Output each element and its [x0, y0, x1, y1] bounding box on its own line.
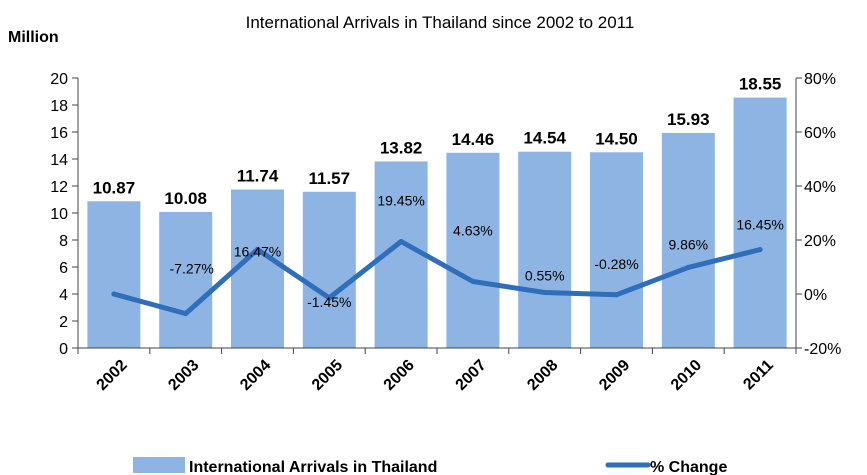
bar-value-label: 15.93: [667, 110, 710, 129]
x-tick-label: 2010: [668, 357, 705, 394]
line-point-2003: [183, 311, 189, 317]
bar-value-label: 10.87: [93, 178, 136, 197]
line-point-2006: [398, 238, 404, 244]
line-value-label: 19.45%: [377, 192, 424, 208]
bar-value-label: 11.74: [237, 167, 279, 186]
bar-2009: [590, 152, 643, 348]
x-tick-label: 2011: [740, 357, 777, 394]
left-tick-label: 16: [50, 125, 68, 142]
left-tick-label: 20: [50, 71, 68, 88]
bar-2003: [159, 211, 213, 348]
right-tick-label: 40%: [804, 179, 836, 196]
bar-value-label: 18.55: [739, 75, 782, 94]
right-tick-label: 80%: [804, 71, 836, 88]
right-tick-label: 60%: [804, 125, 836, 142]
x-tick-label: 2008: [524, 357, 561, 394]
line-value-label: 0.55%: [525, 268, 565, 284]
left-tick-label: 2: [59, 314, 68, 331]
left-tick-label: 6: [59, 260, 68, 277]
line-point-2010: [685, 264, 691, 270]
left-axis-unit: Million: [8, 29, 59, 46]
bar-2002: [87, 201, 141, 348]
left-tick-label: 4: [59, 287, 68, 304]
left-tick-label: 12: [50, 179, 68, 196]
bar-2011: [733, 97, 787, 348]
line-value-label: -0.28%: [594, 256, 638, 272]
right-tick-label: 20%: [804, 233, 836, 250]
bar-value-label: 14.50: [595, 129, 638, 148]
line-point-2002: [111, 291, 117, 297]
x-axis-ticks: 2002 2003 2004 2005 2006 2007 2008 2009 2010 2011: [94, 357, 777, 394]
right-tick-label: 0%: [804, 287, 827, 304]
line-labels: -7.27% 16.47% -1.45% 19.45% 4.63% 0.55% -0.28%…: [170, 192, 784, 309]
x-tick-label: 2006: [381, 357, 418, 394]
x-tick-label: 2005: [309, 357, 346, 394]
chart-title: International Arrivals in Thailand since…: [246, 13, 635, 32]
left-tick-label: 10: [50, 206, 68, 223]
bar-2010: [661, 132, 715, 348]
bar-2007: [446, 152, 500, 348]
line-point-2007: [470, 278, 476, 284]
left-tick-label: 14: [50, 152, 68, 169]
bar-value-label: 14.46: [452, 130, 495, 149]
percent-change-line: [111, 239, 763, 317]
bar-2005: [302, 191, 356, 348]
x-tick-label: 2009: [596, 357, 633, 394]
legend-bar-swatch: [133, 457, 185, 473]
right-axis-ticks: -20% 0% 20% 40% 60% 80%: [796, 71, 841, 358]
line-value-label: -1.45%: [307, 294, 351, 310]
bar-2008: [518, 151, 572, 348]
x-tick-label: 2007: [453, 357, 490, 394]
bar-value-label: 11.57: [308, 169, 350, 188]
left-axis-ticks: 0 2 4 6 8 10 12 14 16 18 20: [50, 71, 78, 358]
percent-change-line-group: [111, 238, 763, 317]
left-tick-label: 8: [59, 233, 68, 250]
line-point-2009: [614, 292, 619, 298]
line-value-label: -7.27%: [170, 261, 214, 277]
line-value-label: 4.63%: [453, 222, 493, 238]
line-value-label: 16.47%: [234, 244, 281, 260]
right-tick-label: -20%: [804, 341, 841, 358]
bar-labels: 10.87 10.08 11.74 11.57 13.82 14.46 14.54 14.50…: [93, 75, 782, 208]
line-value-label: 9.86%: [668, 236, 708, 252]
legend: International Arrivals in Thailand % Cha…: [133, 457, 727, 475]
line-point-2008: [542, 290, 548, 296]
legend-line-label: % Change: [650, 459, 727, 475]
bar-value-label: 14.54: [523, 129, 566, 148]
x-tick-label: 2004: [237, 357, 274, 394]
line-point-2004: [255, 247, 260, 253]
x-tick-label: 2002: [94, 357, 131, 394]
left-tick-label: 0: [59, 341, 68, 358]
bar-value-label: 13.82: [380, 138, 423, 157]
legend-bar-label: International Arrivals in Thailand: [189, 459, 437, 475]
line-point-2005: [326, 295, 332, 301]
bar-value-label: 10.08: [164, 189, 207, 208]
line-point-2011: [757, 247, 763, 253]
x-tick-label: 2003: [165, 357, 202, 394]
left-tick-label: 18: [50, 98, 68, 115]
bar-2004: [231, 189, 284, 348]
line-value-label: 16.45%: [736, 217, 783, 233]
